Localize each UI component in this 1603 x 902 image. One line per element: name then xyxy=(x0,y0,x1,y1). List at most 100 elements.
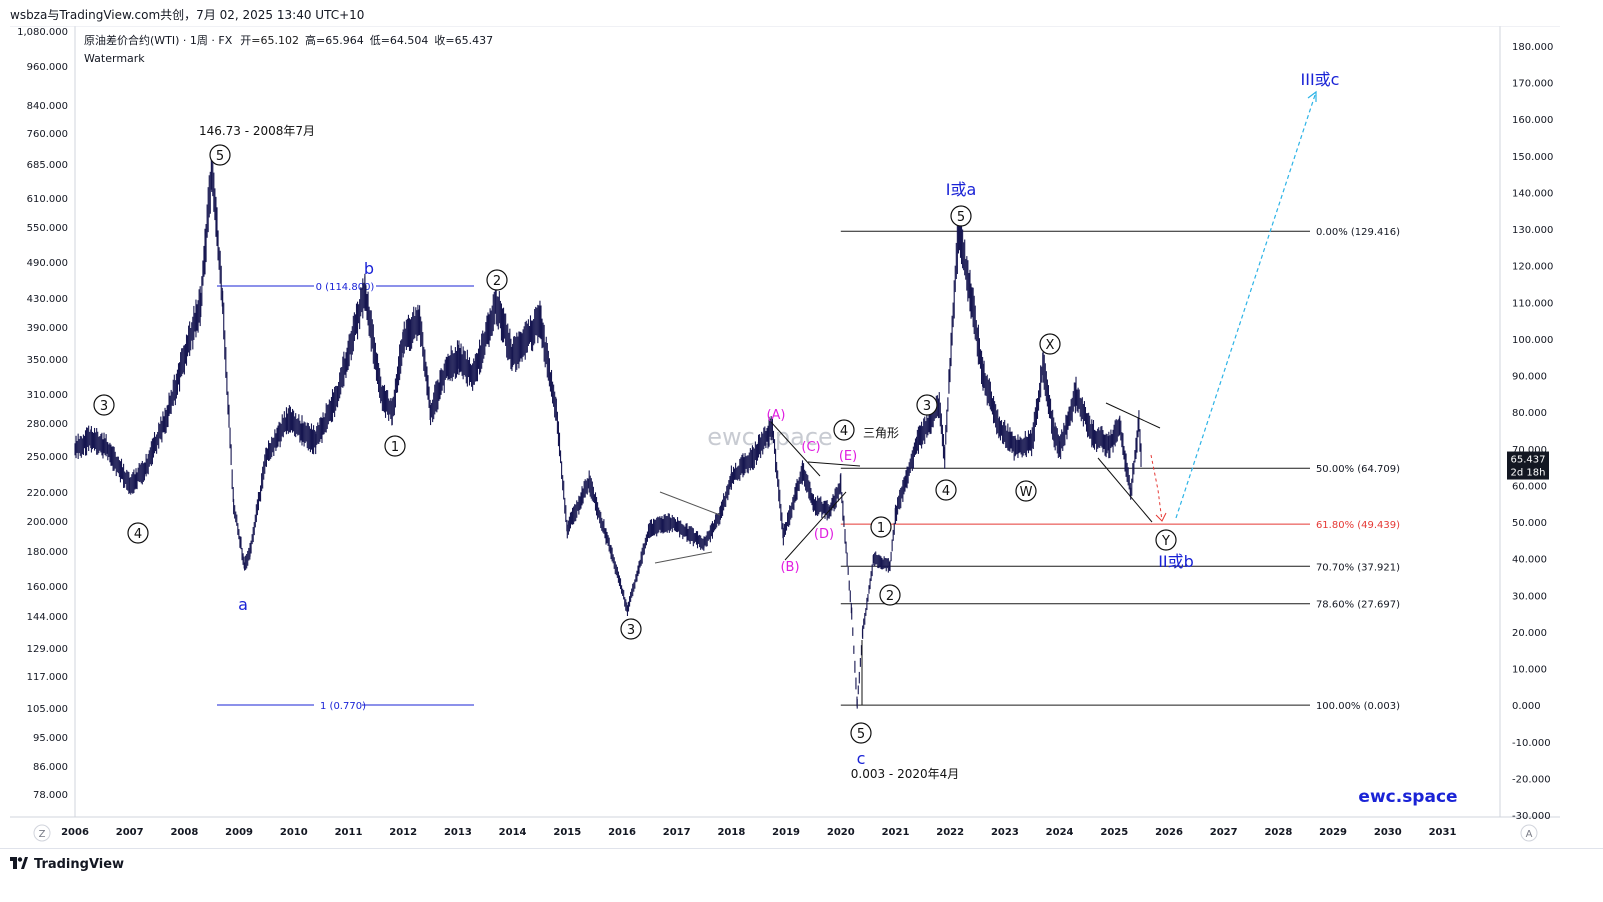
zoom-reset-button[interactable] xyxy=(33,824,51,842)
projection-down-arrowhead xyxy=(1155,512,1167,522)
left-axis-tick: 117.000 xyxy=(27,672,68,683)
left-axis-tick: 490.000 xyxy=(27,258,68,269)
right-axis-tick: 140.000 xyxy=(1512,188,1553,199)
left-axis-tick: 78.000 xyxy=(33,790,68,801)
right-axis-tick: 40.000 xyxy=(1512,555,1547,566)
right-axis-tick: 170.000 xyxy=(1512,79,1553,90)
left-axis-tick: 350.000 xyxy=(27,355,68,366)
blue-wave-label: a xyxy=(238,595,248,614)
wave-text: 5 xyxy=(957,210,965,225)
chart-svg[interactable]: 1,080.000 960.000 840.000 760.000 685.000 610… xyxy=(0,25,1603,848)
projection-down-dashed xyxy=(1150,454,1163,522)
left-axis-tick: 280.000 xyxy=(27,419,68,430)
right-axis-tick: 100.000 xyxy=(1512,335,1553,346)
left-axis-tick: 129.000 xyxy=(27,644,68,655)
circled-wave-label: 3 xyxy=(93,394,115,416)
right-axis-tick: 180.000 xyxy=(1512,42,1553,53)
legend-low: =64.504 xyxy=(381,34,429,47)
fib-left-label: 0 (114.800) xyxy=(316,282,375,293)
left-axis-tick: 960.000 xyxy=(27,62,68,73)
wave-circle xyxy=(850,722,872,744)
auto-scale-button[interactable] xyxy=(1520,824,1538,842)
right-axis-tick: 60.000 xyxy=(1512,481,1547,492)
time-axis-tick: 2013 xyxy=(444,827,472,838)
left-axis-tick: 86.000 xyxy=(33,762,68,773)
time-axis-tick: 2017 xyxy=(663,827,691,838)
time-axis-tick: 2008 xyxy=(170,827,198,838)
left-axis-tick: 310.000 xyxy=(27,390,68,401)
fib-left-label: 1 (0.770) xyxy=(320,701,366,712)
wave-circle xyxy=(935,479,957,501)
wave-text: 4 xyxy=(134,527,142,542)
left-axis-tick: 550.000 xyxy=(27,223,68,234)
circled-wave-label: 2 xyxy=(486,269,508,291)
magenta-wave-label: (D) xyxy=(814,527,834,542)
time-axis-tick: 2024 xyxy=(1046,827,1074,838)
left-axis-tick: 430.000 xyxy=(27,294,68,305)
time-axis-tick: 2007 xyxy=(116,827,144,838)
triangle-top-line xyxy=(807,461,861,467)
tradingview-logo[interactable]: TradingView xyxy=(10,857,124,872)
left-axis-tick: 250.000 xyxy=(27,452,68,463)
low-annotation: 0.003 - 2020年4月 xyxy=(851,767,960,781)
circled-wave-label: 1 xyxy=(384,435,406,457)
top-bar: wsbza与TradingView.com共创，7月 02, 2025 13:4… xyxy=(0,0,1603,26)
circled-wave-label: 5 xyxy=(209,144,231,166)
triangle-annotation: 三角形 xyxy=(863,426,899,440)
wave-circle xyxy=(1015,480,1037,502)
right-axis-tick: 120.000 xyxy=(1512,262,1553,273)
right-axis-tick: -10.000 xyxy=(1512,738,1551,749)
circled-wave-label: 4 xyxy=(833,419,855,441)
flag-lower-line xyxy=(654,551,713,564)
wave-circle xyxy=(916,394,938,416)
time-axis-tick: 2015 xyxy=(553,827,581,838)
wave-text: X xyxy=(1046,338,1055,353)
time-axis-tick: 2022 xyxy=(936,827,964,838)
circled-wave-label: 5 xyxy=(850,722,872,744)
wedge-lower-line xyxy=(1097,457,1153,523)
circled-wave-label: 2 xyxy=(879,584,901,606)
left-axis-tick: 760.000 xyxy=(27,129,68,140)
right-axis-tick: 160.000 xyxy=(1512,115,1553,126)
time-axis-tick: 2028 xyxy=(1264,827,1292,838)
left-price-axis[interactable]: 1,080.000 960.000 840.000 760.000 685.000 610… xyxy=(17,27,68,801)
right-axis-tick: 150.000 xyxy=(1512,152,1553,163)
time-axis-tick: 2018 xyxy=(717,827,745,838)
tradingview-brand: TradingView xyxy=(34,857,125,872)
time-axis-tick: 2031 xyxy=(1429,827,1457,838)
auto-scale-label: A xyxy=(1526,829,1533,840)
wave-text: W xyxy=(1020,485,1033,500)
flag-upper-line xyxy=(659,491,721,516)
time-axis-tick: 2029 xyxy=(1319,827,1347,838)
right-axis-tick: 90.000 xyxy=(1512,372,1547,383)
right-price-axis[interactable]: 180.000 170.000 160.000 150.000 140.000 130.0… xyxy=(1512,42,1553,822)
right-axis-tick: 0.000 xyxy=(1512,701,1541,712)
magenta-wave-label: (A) xyxy=(766,408,785,423)
blue-wave-label: III或c xyxy=(1301,70,1340,89)
time-axis-tick: 2010 xyxy=(280,827,308,838)
magenta-wave-label: (C) xyxy=(801,440,820,455)
right-axis-tick: 10.000 xyxy=(1512,665,1547,676)
left-axis-tick: 610.000 xyxy=(27,194,68,205)
right-axis-tick: 20.000 xyxy=(1512,628,1547,639)
wave-text: 2 xyxy=(493,274,501,289)
fib-label: 61.80% (49.439) xyxy=(1316,520,1400,531)
projection-up-dashed xyxy=(1175,91,1317,519)
fib-label: 0.00% (129.416) xyxy=(1316,227,1400,238)
time-axis[interactable]: 2006 2007 2008 2009 2010 2011 2012 2013 2014 2015… xyxy=(61,827,1456,838)
right-axis-tick: 30.000 xyxy=(1512,591,1547,602)
drawings xyxy=(654,90,1317,705)
legend-high-label: 高 xyxy=(305,33,316,47)
left-axis-tick: 144.000 xyxy=(27,612,68,623)
legend-low-label: 低 xyxy=(370,34,381,47)
wave-circle xyxy=(833,419,855,441)
time-axis-tick: 2030 xyxy=(1374,827,1402,838)
circled-wave-label: 5 xyxy=(950,205,972,227)
fib-label: 78.60% (27.697) xyxy=(1316,600,1400,611)
footer-bar xyxy=(0,848,1603,902)
wave-circle xyxy=(1039,333,1061,355)
left-axis-tick: 840.000 xyxy=(27,101,68,112)
right-axis-tick: 110.000 xyxy=(1512,298,1553,309)
legend-close: =65.437 xyxy=(445,34,493,47)
watermark-label: Watermark xyxy=(84,52,145,65)
